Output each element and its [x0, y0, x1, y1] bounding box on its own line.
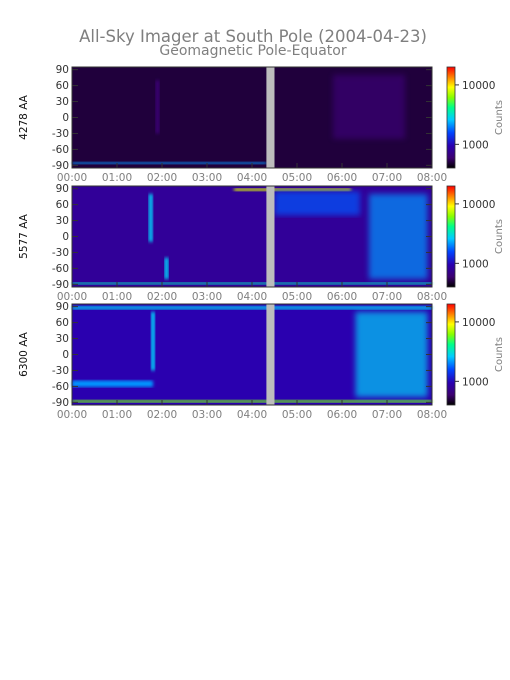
x-tick-label: 03:00 — [192, 409, 222, 421]
x-tick-label: 07:00 — [372, 172, 402, 184]
feature-streak — [151, 311, 155, 371]
x-tick-label: 06:00 — [327, 409, 357, 421]
colorbar-tick-label: 10000 — [462, 80, 495, 92]
x-tick-label: 08:00 — [417, 409, 447, 421]
feature-patch — [369, 193, 428, 280]
y-tick-label: -30 — [52, 365, 69, 377]
colorbar-tick-label: 10000 — [462, 317, 495, 329]
feature-patch — [333, 74, 405, 139]
x-tick-label: 08:00 — [417, 291, 447, 303]
colorbar-tick-label: 1000 — [462, 258, 489, 270]
y-tick-label: -60 — [52, 263, 69, 275]
y-tick-label: 30 — [56, 215, 69, 227]
colorbar — [446, 303, 456, 406]
x-tick-label: 07:00 — [372, 291, 402, 303]
y-tick-label: -90 — [52, 279, 69, 291]
y-tick-label: 60 — [56, 199, 69, 211]
data-gap — [266, 304, 275, 405]
x-tick-label: 01:00 — [102, 409, 132, 421]
feature-band — [72, 380, 153, 387]
colorbar-label: Counts — [494, 100, 505, 135]
y-tick-label: 0 — [62, 231, 69, 243]
colorbar — [446, 66, 456, 169]
x-tick-label: 06:00 — [327, 291, 357, 303]
panel-ylabel: 6300 AA — [18, 331, 30, 377]
x-tick-label: 01:00 — [102, 291, 132, 303]
x-tick-label: 04:00 — [237, 409, 267, 421]
x-tick-label: 08:00 — [417, 172, 447, 184]
colorbar-label: Counts — [494, 337, 505, 372]
chart-subtitle: Geomagnetic Pole-Equator — [159, 43, 346, 59]
colorbar-tick-label: 1000 — [462, 376, 489, 388]
x-tick-label: 01:00 — [102, 172, 132, 184]
colorbar — [446, 185, 456, 288]
x-tick-label: 07:00 — [372, 409, 402, 421]
panel-ylabel: 5577 AA — [18, 213, 30, 259]
feature-band — [234, 188, 351, 192]
feature-band — [72, 306, 432, 310]
y-tick-label: 90 — [56, 183, 69, 195]
y-tick-label: -60 — [52, 144, 69, 156]
y-tick-label: -30 — [52, 247, 69, 259]
colorbar-tick-label: 1000 — [462, 139, 489, 151]
y-tick-label: -60 — [52, 381, 69, 393]
x-tick-label: 05:00 — [282, 172, 312, 184]
x-tick-label: 06:00 — [327, 172, 357, 184]
x-tick-label: 03:00 — [192, 291, 222, 303]
x-tick-label: 05:00 — [282, 291, 312, 303]
y-tick-label: 30 — [56, 333, 69, 345]
x-tick-label: 03:00 — [192, 172, 222, 184]
data-gap — [266, 186, 275, 287]
y-tick-label: 0 — [62, 349, 69, 361]
feature-patch — [355, 311, 428, 398]
x-tick-label: 00:00 — [57, 172, 87, 184]
x-tick-label: 04:00 — [237, 291, 267, 303]
feature-streak — [164, 257, 169, 280]
feature-patch — [274, 191, 360, 216]
y-tick-label: 90 — [56, 64, 69, 76]
x-tick-label: 05:00 — [282, 409, 312, 421]
x-tick-label: 02:00 — [147, 291, 177, 303]
y-tick-label: 30 — [56, 96, 69, 108]
y-tick-label: 60 — [56, 317, 69, 329]
x-tick-label: 00:00 — [57, 409, 87, 421]
y-tick-label: 60 — [56, 80, 69, 92]
y-tick-label: 0 — [62, 112, 69, 124]
chart-title: All-Sky Imager at South Pole (2004-04-23… — [79, 27, 427, 46]
y-tick-label: 90 — [56, 301, 69, 313]
x-tick-label: 02:00 — [147, 409, 177, 421]
colorbar-label: Counts — [494, 219, 505, 254]
x-tick-label: 04:00 — [237, 172, 267, 184]
data-gap — [266, 67, 275, 168]
y-tick-label: -30 — [52, 128, 69, 140]
feature-streak — [155, 80, 160, 134]
x-tick-label: 02:00 — [147, 172, 177, 184]
y-tick-label: -90 — [52, 160, 69, 172]
feature-band — [72, 162, 267, 165]
y-tick-label: -90 — [52, 397, 69, 409]
feature-streak — [148, 193, 153, 242]
x-tick-label: 00:00 — [57, 291, 87, 303]
panel-ylabel: 4278 AA — [18, 94, 30, 140]
colorbar-tick-label: 10000 — [462, 199, 495, 211]
